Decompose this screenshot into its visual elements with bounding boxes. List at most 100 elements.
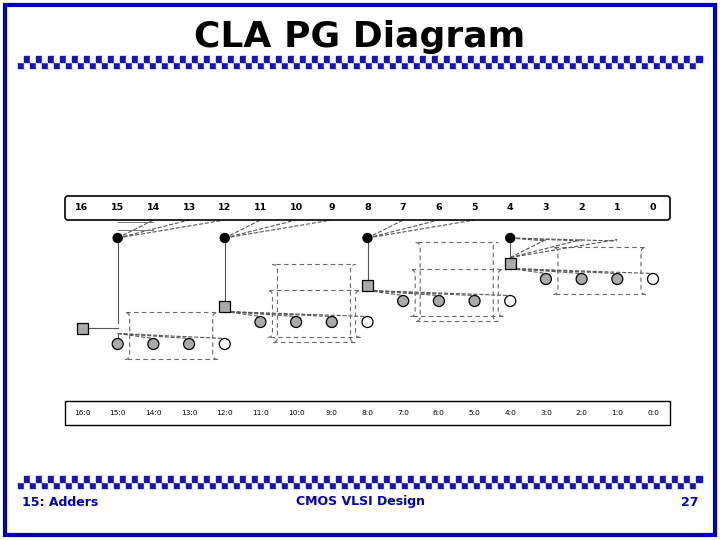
Bar	[372, 56, 378, 62]
Bar	[306, 62, 312, 68]
Bar	[505, 258, 516, 268]
Bar	[240, 56, 246, 62]
Bar	[624, 476, 630, 482]
Bar	[324, 482, 330, 488]
Bar	[678, 476, 684, 482]
Bar	[126, 62, 132, 68]
Bar	[108, 476, 114, 482]
Bar	[426, 62, 432, 68]
Bar	[348, 62, 354, 68]
Bar	[366, 56, 372, 62]
Bar	[270, 482, 276, 488]
Bar	[606, 62, 612, 68]
Bar	[282, 476, 288, 482]
Bar	[456, 56, 462, 62]
Bar	[210, 482, 216, 488]
Bar	[432, 62, 438, 68]
Text: 16:0: 16:0	[73, 410, 90, 416]
Bar	[696, 476, 702, 482]
Bar	[300, 62, 306, 68]
Bar	[222, 476, 228, 482]
Bar	[504, 56, 510, 62]
Bar	[168, 62, 174, 68]
Bar	[528, 482, 534, 488]
Bar	[378, 482, 384, 488]
Text: 1: 1	[614, 204, 621, 213]
Bar	[642, 482, 648, 488]
Bar	[570, 62, 576, 68]
Text: CLA PG Diagram: CLA PG Diagram	[194, 20, 526, 54]
Bar	[480, 56, 486, 62]
Bar	[114, 476, 120, 482]
Bar	[108, 62, 114, 68]
Bar	[18, 62, 24, 68]
Text: 9: 9	[328, 204, 335, 213]
Bar	[114, 62, 120, 68]
Bar	[558, 482, 564, 488]
Bar	[258, 62, 264, 68]
Bar	[324, 62, 330, 68]
Bar	[546, 476, 552, 482]
Bar	[228, 62, 234, 68]
Bar	[348, 482, 354, 488]
Bar	[60, 482, 66, 488]
Circle shape	[220, 339, 230, 349]
Text: 0: 0	[649, 204, 656, 213]
Bar	[180, 56, 186, 62]
Bar	[270, 476, 276, 482]
Bar	[432, 482, 438, 488]
Bar	[468, 476, 474, 482]
Bar	[222, 62, 228, 68]
Text: 10:0: 10:0	[288, 410, 305, 416]
Text: 3: 3	[543, 204, 549, 213]
Bar	[582, 62, 588, 68]
Bar	[192, 56, 198, 62]
Bar	[528, 62, 534, 68]
Bar	[552, 56, 558, 62]
Bar	[510, 62, 516, 68]
Bar	[612, 482, 618, 488]
Bar	[156, 56, 162, 62]
Bar	[516, 56, 522, 62]
Bar	[60, 476, 66, 482]
Bar	[408, 482, 414, 488]
Bar	[126, 56, 132, 62]
Bar	[150, 482, 156, 488]
Bar	[390, 62, 396, 68]
Bar	[330, 62, 336, 68]
Bar	[66, 476, 72, 482]
Bar	[444, 56, 450, 62]
Bar	[420, 476, 426, 482]
Bar	[672, 62, 678, 68]
Bar	[324, 56, 330, 62]
Bar	[492, 62, 498, 68]
Bar	[234, 482, 240, 488]
Bar	[486, 62, 492, 68]
Text: 13:0: 13:0	[181, 410, 197, 416]
Bar	[378, 476, 384, 482]
Circle shape	[255, 316, 266, 327]
Bar	[342, 62, 348, 68]
Circle shape	[505, 295, 516, 307]
Circle shape	[326, 316, 337, 327]
Bar	[312, 62, 318, 68]
Bar	[306, 56, 312, 62]
Text: 0:0: 0:0	[647, 410, 659, 416]
Bar	[90, 62, 96, 68]
Bar	[690, 56, 696, 62]
Bar	[354, 56, 360, 62]
Bar	[150, 56, 156, 62]
Bar	[456, 482, 462, 488]
Bar	[606, 476, 612, 482]
Bar	[132, 476, 138, 482]
Bar	[24, 476, 30, 482]
Bar	[330, 476, 336, 482]
Bar	[420, 62, 426, 68]
Text: 14: 14	[147, 204, 160, 213]
Bar	[72, 62, 78, 68]
Bar	[420, 56, 426, 62]
Bar	[534, 482, 540, 488]
Bar	[96, 476, 102, 482]
Bar	[630, 56, 636, 62]
Bar	[492, 476, 498, 482]
